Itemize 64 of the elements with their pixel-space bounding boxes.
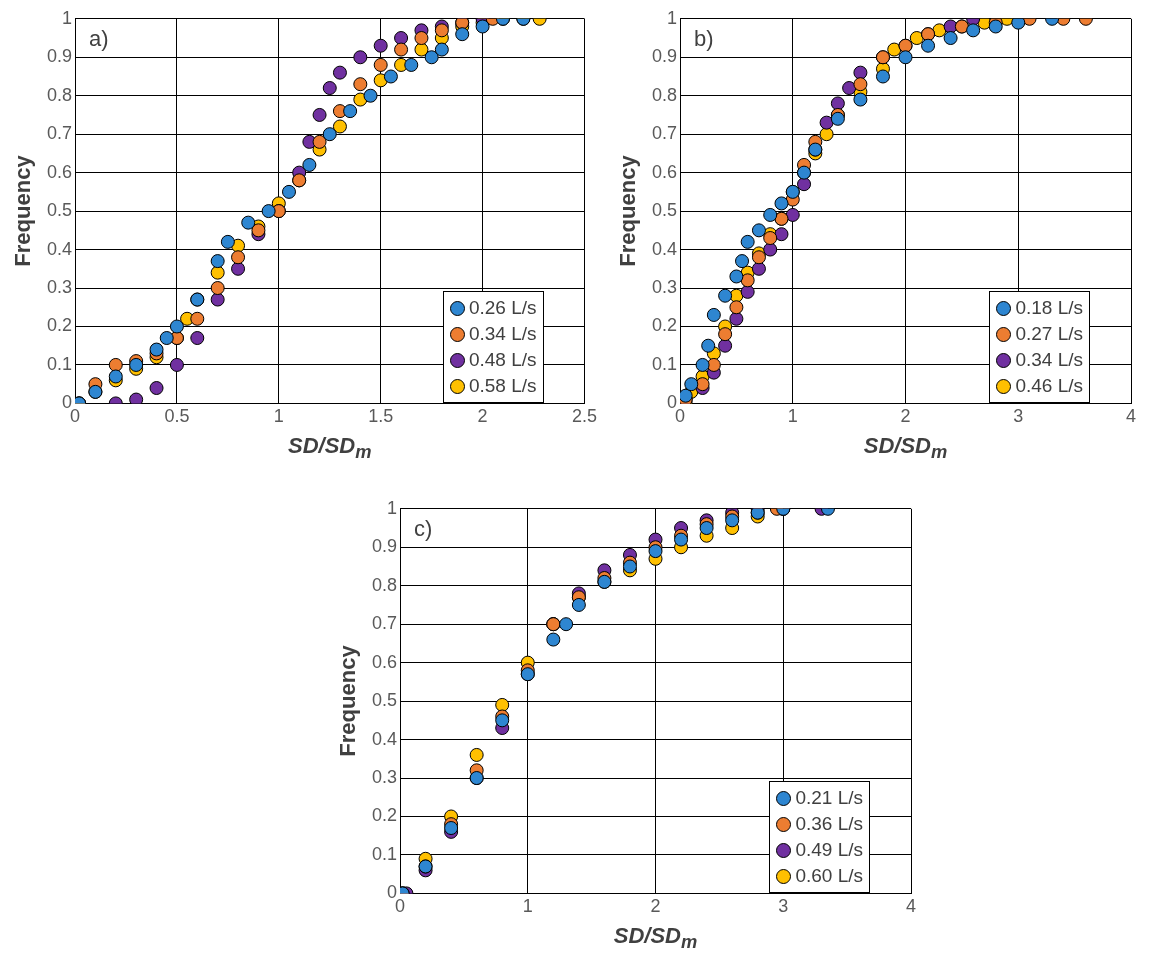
- x-tick-label: 1: [522, 896, 533, 917]
- y-axis-title: Frequency: [335, 645, 361, 757]
- y-tick-label: 1: [62, 7, 73, 28]
- x-tick-label: 1.5: [368, 406, 394, 427]
- y-tick-label: 0.1: [46, 353, 73, 374]
- x-tick-label: 1: [787, 406, 798, 427]
- x-tick-label: 3: [778, 896, 789, 917]
- y-tick-label: 0.3: [46, 276, 73, 297]
- x-tick-label: 1: [273, 406, 284, 427]
- x-tick-label: 2: [650, 896, 661, 917]
- x-axis-title: SD/SD$_{m}$: [863, 433, 948, 464]
- legend-label: 0.49 L/s: [795, 839, 863, 862]
- y-tick-label: 0.9: [371, 536, 398, 557]
- legend-label: 0.26 L/s: [468, 297, 537, 320]
- y-tick-label: 0.8: [46, 84, 73, 105]
- y-tick-label: 0.3: [371, 766, 398, 787]
- y-tick-label: 0.5: [651, 200, 678, 221]
- legend-label: 0.18 L/s: [1015, 297, 1083, 320]
- legend-label: 0.21 L/s: [795, 787, 863, 810]
- y-tick-label: 0.6: [371, 651, 398, 672]
- legend-label: 0.48 L/s: [468, 349, 537, 372]
- y-tick-label: 0.1: [651, 353, 678, 374]
- legend-label: 0.58 L/s: [468, 375, 537, 398]
- y-tick-label: 0.6: [46, 161, 73, 182]
- x-tick-label: 4: [1125, 406, 1137, 427]
- y-tick-label: 0.5: [371, 690, 398, 711]
- y-tick-label: 0.2: [46, 315, 73, 336]
- legend-label: 0.27 L/s: [1015, 323, 1083, 346]
- y-axis-title: Frequency: [10, 155, 36, 267]
- x-tick-label: 2.5: [571, 406, 597, 427]
- y-tick-label: 0.2: [651, 315, 678, 336]
- y-tick-label: 0.7: [371, 613, 398, 634]
- x-tick-label: 2: [477, 406, 488, 427]
- y-tick-label: 0.7: [46, 123, 73, 144]
- legend-label: 0.36 L/s: [795, 813, 863, 836]
- annotation: b): [694, 25, 714, 51]
- x-axis-title: SD/SD$_{m}$: [613, 923, 698, 954]
- y-tick-label: 1: [667, 7, 678, 28]
- y-tick-label: 0.4: [651, 238, 678, 259]
- y-tick-label: 0.5: [46, 200, 73, 221]
- x-tick-label: 0.5: [164, 406, 190, 427]
- legend-label: 0.34 L/s: [468, 323, 537, 346]
- x-tick-label: 2: [900, 406, 911, 427]
- y-axis-title: Frequency: [615, 155, 641, 267]
- y-tick-label: 0.4: [46, 238, 73, 259]
- legend-label: 0.46 L/s: [1015, 375, 1083, 398]
- annotation: c): [414, 515, 433, 541]
- y-tick-label: 0.9: [651, 46, 678, 67]
- legend-label: 0.60 L/s: [795, 865, 863, 888]
- y-tick-label: 0.8: [651, 84, 678, 105]
- y-tick-label: 0.3: [651, 276, 678, 297]
- x-axis-title: SD/SD$_{m}$: [287, 433, 372, 464]
- x-tick-label: 4: [905, 896, 917, 917]
- y-tick-label: 1: [387, 497, 398, 518]
- x-tick-label: 3: [1013, 406, 1024, 427]
- y-tick-label: 0.6: [651, 161, 678, 182]
- y-tick-label: 0.9: [46, 46, 73, 67]
- y-tick-label: 0.7: [651, 123, 678, 144]
- legend-label: 0.34 L/s: [1015, 349, 1083, 372]
- annotation: a): [89, 25, 109, 51]
- y-tick-label: 0.4: [371, 728, 398, 749]
- y-tick-label: 0.8: [371, 574, 398, 595]
- y-tick-label: 0.2: [371, 805, 398, 826]
- y-tick-label: 0.1: [371, 843, 398, 864]
